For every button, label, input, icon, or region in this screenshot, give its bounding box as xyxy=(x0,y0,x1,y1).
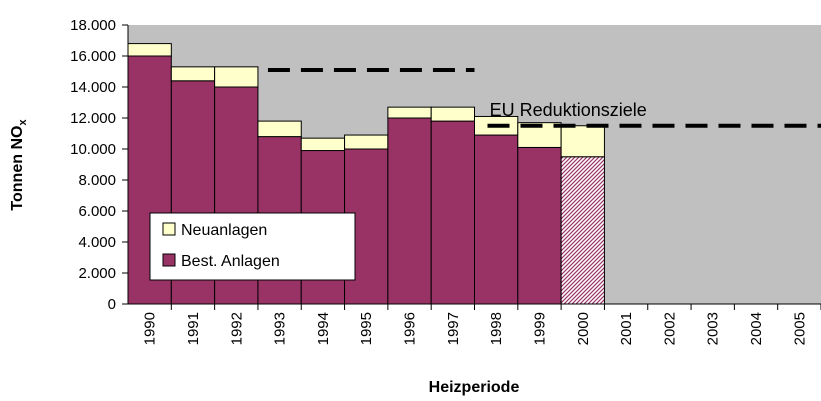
x-tick-label: 1997 xyxy=(445,312,462,345)
x-tick-label: 1991 xyxy=(185,312,202,345)
y-tick-label: 16.000 xyxy=(70,48,116,65)
bar-segment xyxy=(560,156,605,305)
bar-segment xyxy=(517,146,562,305)
bar-segment xyxy=(127,43,172,57)
plot: 0 2.000 4.000 6.000 8.000 10.000 12.000 14.000 1… xyxy=(70,17,821,345)
legend: Neuanlagen Best. Anlagen xyxy=(149,212,356,281)
y-axis-title-sub: x xyxy=(17,119,29,126)
x-tick-label: 2003 xyxy=(705,312,722,345)
x-tick-label: 2002 xyxy=(661,312,678,345)
bar-segment xyxy=(300,137,346,152)
x-tick-label: 1990 xyxy=(142,312,159,345)
bar-segment xyxy=(214,66,259,88)
legend-label: Best. Anlagen xyxy=(181,253,280,270)
bar-segment xyxy=(560,125,605,158)
y-tick-label: 8.000 xyxy=(78,172,116,189)
x-tick-label: 1998 xyxy=(488,312,505,345)
y-tick-label: 6.000 xyxy=(78,203,116,220)
bar-segment xyxy=(387,117,432,305)
legend-swatch xyxy=(162,253,176,267)
y-tick-label: 4.000 xyxy=(78,234,116,251)
x-tick-label: 1999 xyxy=(531,312,548,345)
bar-segment xyxy=(170,66,216,82)
y-tick-label: 14.000 xyxy=(70,79,116,96)
x-tick-label: 1994 xyxy=(315,312,332,345)
y-tick-label: 2.000 xyxy=(78,265,116,282)
bar-segment xyxy=(387,106,432,119)
y-axis-title-text: Tonnen NO xyxy=(9,126,26,211)
x-tick-label: 2005 xyxy=(791,312,808,345)
x-tick-label: 2001 xyxy=(618,312,635,345)
legend-swatch xyxy=(162,222,176,236)
bar-segment xyxy=(430,106,475,122)
x-tick-label: 1992 xyxy=(228,312,245,345)
bar-segment xyxy=(344,134,389,150)
x-tick-label: 1995 xyxy=(358,312,375,345)
legend-box xyxy=(149,212,356,281)
x-tick-label: 1993 xyxy=(272,312,289,345)
x-tick-label: 2000 xyxy=(575,312,592,345)
y-tick-label: 18.000 xyxy=(70,17,116,34)
x-axis-title: Heizperiode xyxy=(429,379,520,396)
bar-segment xyxy=(430,120,475,305)
annotation: EU Reduktionsziele xyxy=(490,100,647,120)
y-tick-label: 12.000 xyxy=(70,110,116,127)
legend-label: Neuanlagen xyxy=(181,222,267,239)
x-tick-label: 2004 xyxy=(748,312,765,345)
y-axis-title: Tonnen NOx xyxy=(9,119,29,211)
bar-segment xyxy=(257,120,302,138)
bar-segment xyxy=(474,134,519,305)
x-tick-label: 1996 xyxy=(402,312,419,345)
y-tick-label: 10.000 xyxy=(70,141,116,158)
y-tick-label: 0 xyxy=(108,296,116,313)
